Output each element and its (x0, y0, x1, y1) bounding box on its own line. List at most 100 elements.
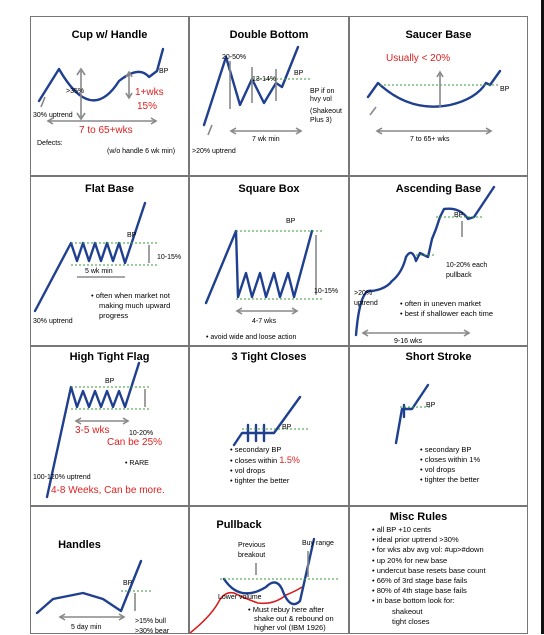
short-note: • secondary BP (420, 445, 472, 454)
cell-short-stroke: Short Stroke BP • secondary BP • closes … (349, 346, 528, 506)
misc-item: • 66% of 3rd stage base fails (372, 576, 468, 586)
cup-duration: 7 to 65+wks (79, 125, 133, 136)
short-bp-label: BP (426, 402, 436, 409)
pullback-note: • Must rebuy here after (248, 605, 324, 614)
cup-depth-label: >35% (66, 88, 84, 95)
short-diagram (394, 383, 430, 445)
handles-bp-label: BP (123, 580, 133, 587)
square-depth: 10-15% (314, 288, 338, 295)
double-title: Double Bottom (229, 29, 309, 41)
pullback-prev1: Previous (238, 542, 266, 549)
htf-weeks: 3-5 wks (75, 425, 109, 436)
short-title: Short Stroke (405, 351, 472, 363)
misc-item: • ideal prior uptrend >30% (372, 535, 459, 545)
double-bp-label: BP (294, 70, 304, 77)
short-note: • tighter the better (420, 475, 480, 484)
handles-bear: >30% bear (135, 628, 170, 635)
htf-rare: • RARE (125, 460, 149, 467)
cell-square-box: Square Box BP 10-15% 4-7 wks • avoid wid… (189, 176, 349, 346)
flat-depth: 10-15% (157, 254, 181, 261)
pullback-title: Pullback (216, 519, 262, 531)
handles-bull: >15% bull (135, 618, 166, 625)
misc-title: Misc Rules (389, 511, 448, 523)
cup-handle-weeks: 1+wks (135, 87, 164, 98)
tight-note: • closes within 1.5% (230, 455, 300, 465)
tight-title: 3 Tight Closes (231, 351, 307, 363)
flat-uptrend: 30% uptrend (33, 318, 73, 325)
cell-cup-with-handle: Cup w/ Handle BP >35% 1+wks 15% 7 to 65+… (30, 16, 189, 176)
cell-misc-rules: Misc Rules • all BP +10 cents • ideal pr… (349, 506, 528, 634)
cell-three-tight-closes: 3 Tight Closes BP • secondary BP • close… (189, 346, 349, 506)
ascending-pull1: 10-20% each (446, 262, 487, 269)
pullback-note: shake out & rebound on (254, 614, 334, 623)
htf-duration: 4-8 Weeks, Can be more. (51, 485, 165, 496)
tight-diagram (232, 395, 310, 447)
misc-item: • all BP +10 cents (372, 525, 431, 534)
double-pct1: 20-50% (222, 54, 246, 61)
flat-notes: • often when market not making much upwa… (91, 291, 170, 321)
pullback-notes: • Must rebuy here after shake out & rebo… (248, 605, 334, 632)
ascending-labels: BP 10-20% each pullback >20% uptrend 9-1… (354, 212, 487, 345)
flat-note: making much upward (99, 301, 171, 310)
short-note: • closes within 1% (420, 455, 481, 464)
saucer-bp-label: BP (500, 86, 510, 93)
double-labels: 20-50% 13-14% BP BP if on hvy vol (Shake… (192, 54, 342, 155)
ascending-notes: • often in uneven market • best if shall… (400, 299, 493, 319)
square-labels: BP 10-15% 4-7 wks • avoid wide and loose… (206, 218, 338, 341)
cell-high-tight-flag: High Tight Flag BP 3-5 wks 10-20% Can be… (30, 346, 189, 506)
cell-double-bottom: Double Bottom 20-50% 13-14% BP BP if on … (189, 16, 349, 176)
saucer-depth: Usually < 20% (386, 53, 450, 64)
flat-weeks: 5 wk min (85, 268, 113, 275)
saucer-weeks: 7 to 65+ wks (410, 136, 450, 143)
misc-item: • up 20% for new base (372, 555, 448, 565)
double-diagram (202, 45, 310, 136)
double-bp-note1: BP if on (310, 88, 334, 95)
short-labels: BP (426, 402, 436, 409)
ascending-pull2: pullback (446, 272, 472, 279)
cup-bp-label: BP (159, 68, 169, 75)
ascending-note: • best if shallower each time (400, 309, 494, 318)
short-notes: • secondary BP • closes within 1% • vol … (420, 445, 480, 485)
cup-handle-note: (w/o handle 6 wk min) (107, 148, 175, 155)
tight-notes: • secondary BP • closes within 1.5% • vo… (230, 445, 300, 486)
double-weeks: 7 wk min (252, 136, 280, 143)
pullback-prev2: breakout (238, 552, 265, 559)
double-bp-note4: Plus 3) (310, 117, 332, 124)
htf-labels: BP 3-5 wks 10-20% Can be 25% • RARE 100-… (33, 378, 165, 496)
cup-diagram (37, 47, 165, 125)
tight-labels: BP (282, 424, 292, 431)
tight-note: • tighter the better (230, 476, 290, 485)
htf-diagram (45, 361, 151, 499)
short-note: • vol drops (420, 465, 456, 474)
misc-item: • in base bottom look for: (372, 596, 455, 606)
htf-depth: 10-20% (129, 430, 153, 437)
misc-item: tight closes (392, 616, 430, 626)
square-weeks: 4-7 wks (252, 318, 277, 325)
saucer-labels: Usually < 20% BP 7 to 65+ wks (386, 53, 510, 143)
htf-bp-label: BP (105, 378, 115, 385)
cell-flat-base: Flat Base BP 10-15% 5 wk min 30% uptrend… (30, 176, 189, 346)
ascending-title: Ascending Base (395, 183, 482, 195)
double-bp-note3: (Shakeout (310, 108, 342, 115)
flat-title: Flat Base (85, 183, 134, 195)
square-diagram (204, 229, 322, 315)
ascending-weeks: 9-16 wks (394, 338, 423, 345)
cup-title: Cup w/ Handle (71, 29, 148, 41)
tight-note: • secondary BP (230, 445, 282, 454)
misc-item: shakeout (392, 606, 423, 616)
tight-note: • vol drops (230, 466, 266, 475)
saucer-diagram (366, 69, 502, 135)
saucer-title: Saucer Base (405, 29, 472, 41)
htf-can-be: Can be 25% (107, 437, 162, 448)
double-bp-note2: hvy vol (310, 96, 332, 103)
chart-pattern-grid: Cup w/ Handle BP >35% 1+wks 15% 7 to 65+… (30, 16, 528, 635)
cell-ascending-base: Ascending Base BP 10-20% each pullback >… (349, 176, 528, 346)
square-note: • avoid wide and loose action (206, 334, 297, 341)
handles-title: Handles (58, 539, 101, 551)
misc-list: • all BP +10 cents • ideal prior uptrend… (372, 525, 486, 627)
cup-uptrend: 30% uptrend (33, 112, 73, 119)
square-bp-label: BP (286, 218, 296, 225)
ascending-up1: >20% (354, 290, 372, 297)
ascending-note: • often in uneven market (400, 299, 482, 308)
